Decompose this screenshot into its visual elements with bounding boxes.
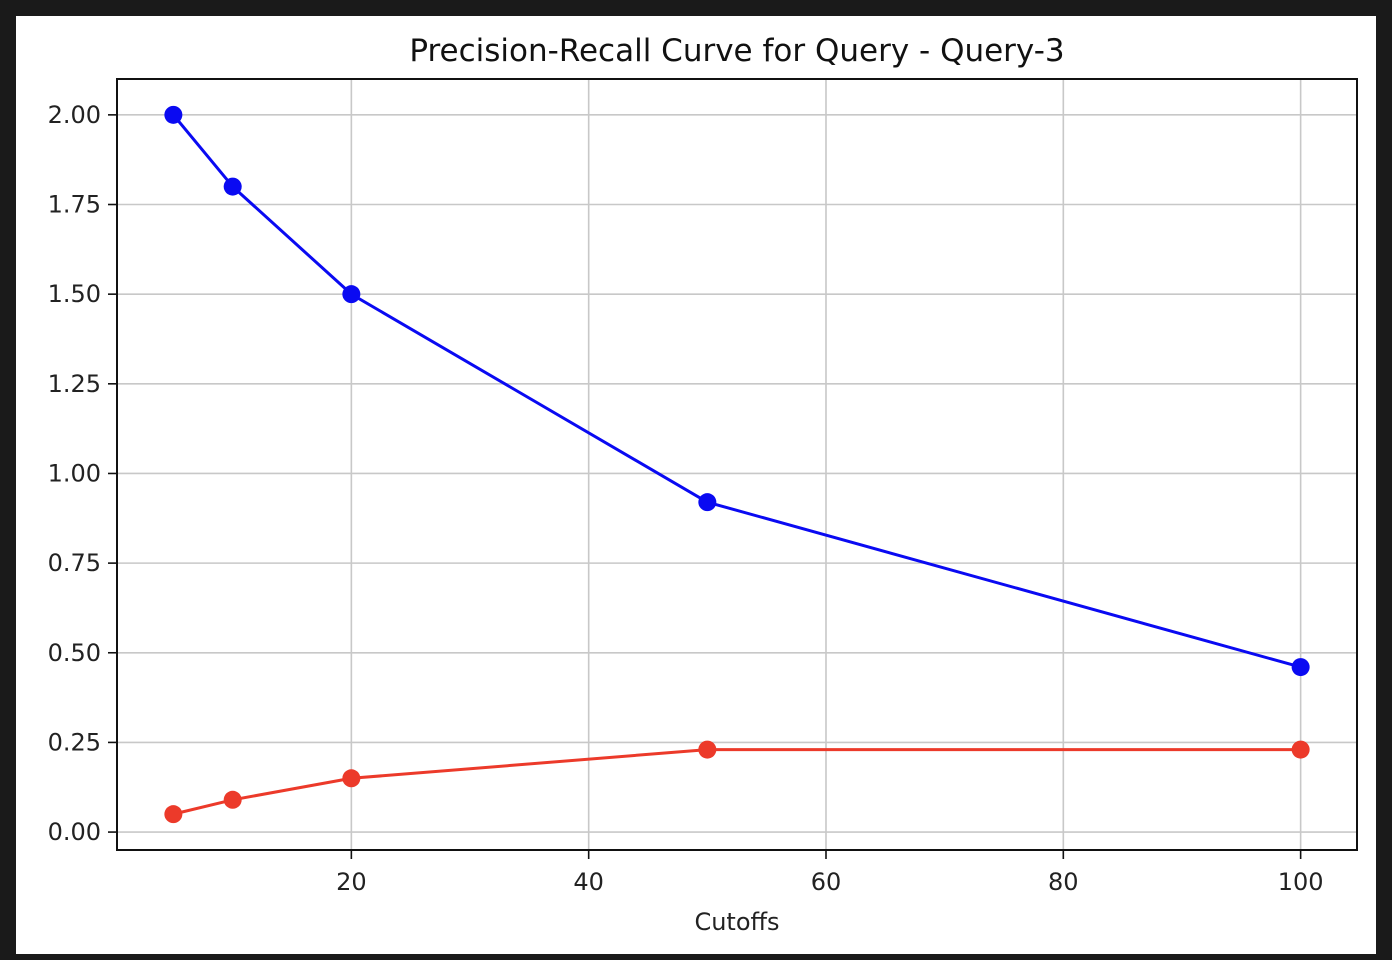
- plot-frame: [116, 78, 1358, 851]
- series-0-point: [223, 177, 242, 196]
- series-0-point: [164, 105, 183, 124]
- series-0-point: [342, 285, 361, 304]
- y-axis-ticks: 0.00 0.25 0.50 0.75 1.00 1.25 1.50 1.75 2.00: [48, 101, 117, 846]
- y-tick-label: 1.25: [48, 370, 101, 398]
- y-tick-label: 0.00: [48, 818, 101, 846]
- x-tick-label: 40: [573, 868, 604, 896]
- line-chart: Precision-Recall Curve for Query - Query…: [48, 33, 1358, 936]
- series-1-point: [342, 769, 361, 788]
- grid-lines: [117, 79, 1357, 850]
- y-tick-label: 1.00: [48, 459, 101, 487]
- plot-area: [164, 105, 1310, 824]
- y-tick-label: 0.50: [48, 639, 101, 667]
- y-tick-label: 0.25: [48, 728, 101, 756]
- chart-figure: Precision-Recall Curve for Query - Query…: [16, 16, 1376, 954]
- series-1-point: [164, 805, 183, 824]
- chart-title: Precision-Recall Curve for Query - Query…: [409, 33, 1064, 69]
- series-1-point: [223, 790, 242, 809]
- x-tick-label: 100: [1278, 868, 1324, 896]
- series-1-line: [173, 748, 1301, 816]
- series-0-line: [172, 113, 1302, 669]
- x-axis-label: Cutoffs: [694, 908, 779, 936]
- x-tick-label: 80: [1048, 868, 1079, 896]
- x-tick-label: 60: [811, 868, 842, 896]
- y-tick-label: 1.75: [48, 191, 101, 219]
- series-0-point: [698, 493, 717, 512]
- series-1-point: [698, 740, 717, 759]
- x-axis-ticks: 20 40 60 80 100: [336, 850, 1324, 896]
- x-tick-label: 20: [336, 868, 367, 896]
- y-tick-label: 2.00: [48, 101, 101, 129]
- y-tick-label: 0.75: [48, 549, 101, 577]
- series-0-point: [1291, 658, 1310, 677]
- y-tick-label: 1.50: [48, 280, 101, 308]
- series-1-point: [1291, 740, 1310, 759]
